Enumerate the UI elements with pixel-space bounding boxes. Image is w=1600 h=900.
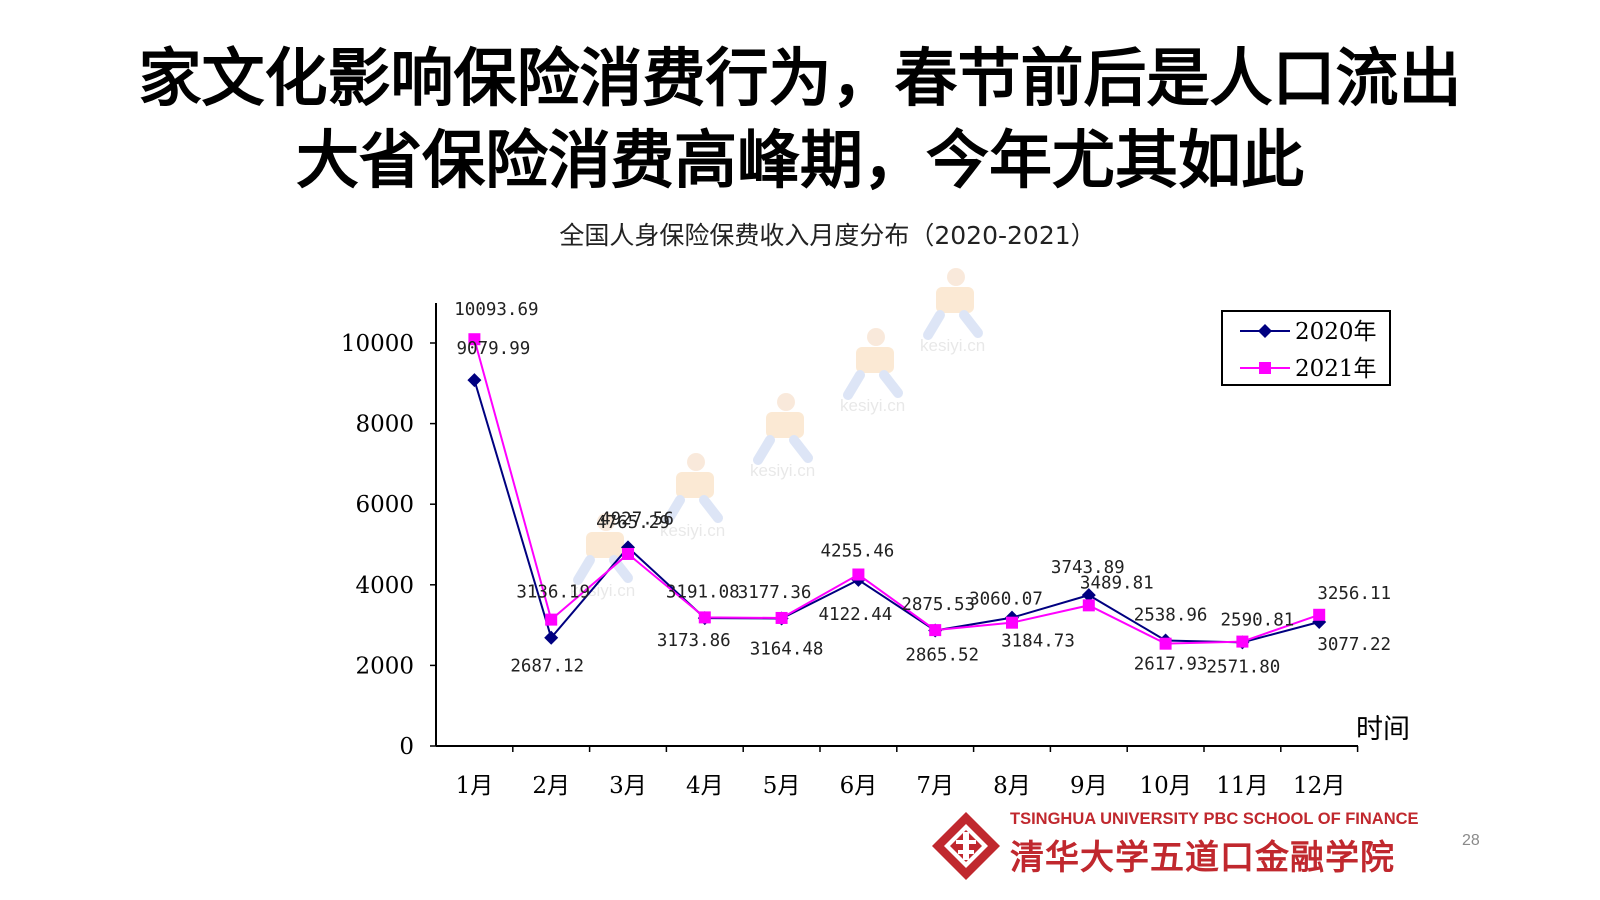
watermark-group: kesiyi.cn kesiyi.cn kesiyi.cn kesiyi.cn kesi… [570,268,985,600]
data-label: 4927.56 [600,509,674,529]
data-label: 3489.81 [1080,573,1154,593]
watermark-figure-icon: kesiyi.cn [840,328,905,415]
y-tick-label: 6000 [355,492,414,518]
x-tick-label: 4月 [686,773,724,799]
data-label: 4122.44 [819,605,893,625]
data-label: 2617.93 [1134,654,1208,674]
data-label: 9079.99 [457,339,531,359]
legend-label: 2021年 [1295,356,1377,382]
data-label: 3191.08 [666,582,740,602]
data-label: 3136.19 [516,583,590,603]
series-line [473,338,1320,645]
data-point [467,373,482,388]
data-label: 3743.89 [1051,558,1125,578]
data-point [468,333,481,346]
logo-chinese-name: 清华大学五道口金融学院 [1010,838,1395,878]
data-label: 3173.86 [657,631,731,651]
data-label: 3177.36 [738,583,812,603]
y-tick-label: 10000 [341,331,414,357]
data-point [1081,588,1096,603]
watermark-figure-icon: kesiyi.cn [750,393,815,480]
series-line [473,379,1320,644]
data-label: 2687.12 [510,657,584,677]
x-tick-label: 1月 [456,773,494,799]
data-point [1313,608,1326,621]
data-point [929,624,942,637]
page-number: 28 [1462,832,1480,849]
watermark-figure-icon: kesiyi.cn [660,453,725,540]
school-logo: TSINGHUA UNIVERSITY PBC SCHOOL OF FINANC… [930,810,1450,890]
x-tick-label: 9月 [1070,773,1108,799]
data-label: 2571.80 [1207,657,1281,677]
data-label: 2538.96 [1134,606,1208,626]
data-point [1236,635,1249,648]
data-label: 2875.53 [901,595,975,615]
data-label: 4765.29 [596,513,670,533]
school-emblem-icon [932,812,1000,880]
y-tick-label: 0 [399,734,414,760]
data-label: 3077.22 [1317,635,1391,655]
data-label: 10093.69 [454,300,538,320]
slide-title: 家文化影响保险消费行为，春节前后是人口流出 大省保险消费高峰期，今年尤其如此 [0,38,1600,202]
data-label: 2590.81 [1221,611,1295,631]
data-label: 3256.11 [1317,584,1391,604]
y-tick-label: 2000 [355,653,414,679]
x-tick-label: 8月 [993,773,1031,799]
watermark-figure-icon: kesiyi.cn [570,513,635,600]
data-label: 3060.07 [969,590,1043,610]
watermark-text: kesiyi.cn [750,461,815,480]
y-tick-label: 8000 [355,412,414,438]
legend-square-icon [1259,362,1271,374]
data-point [622,547,634,560]
x-tick-label: 10月 [1139,773,1191,799]
data-point [544,630,559,645]
watermark-figure-icon: kesiyi.cn [920,268,985,355]
data-label: 2865.52 [905,646,979,666]
watermark-text: kesiyi.cn [840,396,905,415]
data-point [545,613,558,626]
data-label: 4255.46 [821,542,895,562]
x-axis-title: 时间 [1356,714,1410,745]
x-tick-label: 11月 [1216,773,1268,799]
watermark-text: kesiyi.cn [920,336,985,355]
data-point [1159,637,1172,650]
x-tick-label: 6月 [840,773,878,799]
data-point [775,611,788,624]
watermark-text: kesiyi.cn [660,521,725,540]
slide-title-line-2: 大省保险消费高峰期，今年尤其如此 [296,124,1304,197]
data-point [852,568,865,581]
x-tick-label: 3月 [609,773,647,799]
legend-label: 2020年 [1295,319,1377,345]
slide-title-line-1: 家文化影响保险消费行为，春节前后是人口流出 [138,42,1462,115]
data-point [1006,616,1018,629]
data-point [698,611,711,624]
chart-legend: 2020年 2021年 [1221,310,1391,386]
chart-title: 全国人身保险保费收入月度分布（2020-2021） [559,221,1096,250]
x-tick-label: 5月 [763,773,801,799]
data-point [1082,599,1095,612]
x-tick-label: 7月 [916,773,954,799]
data-label: 3184.73 [1001,632,1075,652]
legend-diamond-icon [1258,324,1272,338]
logo-english-name: TSINGHUA UNIVERSITY PBC SCHOOL OF FINANC… [1010,810,1419,828]
x-tick-label: 12月 [1293,773,1345,799]
y-tick-label: 4000 [355,573,414,599]
legend-box [1221,310,1391,386]
data-label: 3164.48 [750,639,824,659]
x-tick-label: 2月 [532,773,570,799]
